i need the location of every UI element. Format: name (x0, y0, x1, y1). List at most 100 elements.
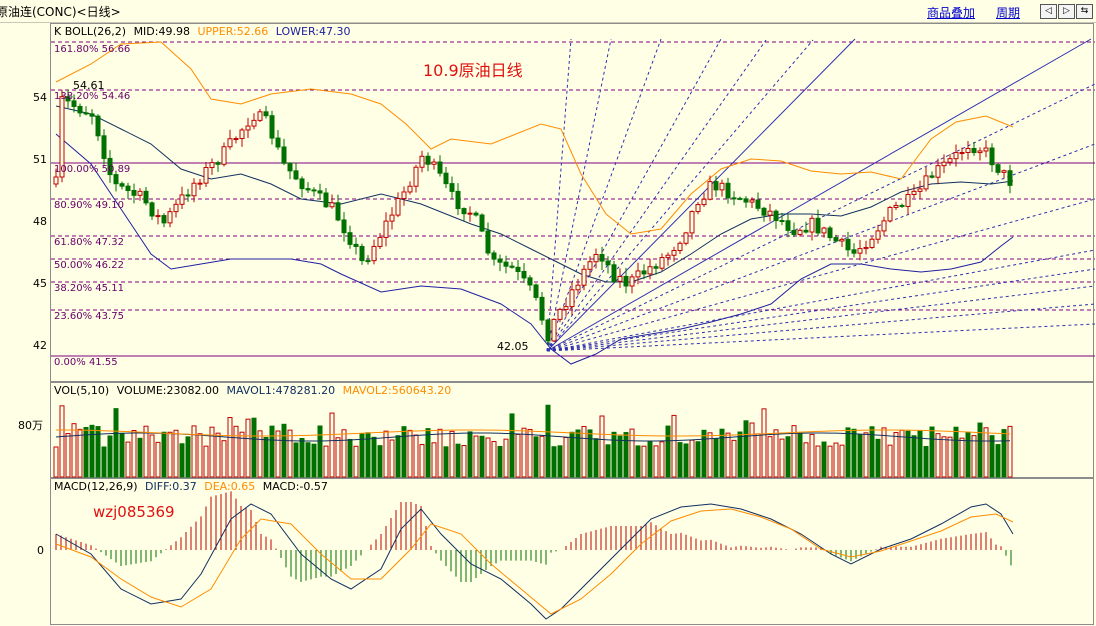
volume-bar (905, 430, 911, 478)
candle-body (491, 252, 497, 260)
volume-bar (161, 431, 167, 478)
volume-bar (995, 444, 1001, 478)
overlay-link[interactable]: 商品叠加 (927, 6, 976, 20)
volume-bar (797, 432, 803, 478)
candle-body (263, 111, 269, 117)
volume-bar (497, 445, 503, 478)
kline-panel[interactable]: K BOLL(26,2) MID:49.98 UPPER:52.66 LOWER… (50, 23, 1095, 382)
volume-bar (713, 438, 719, 478)
candle-body (161, 215, 167, 224)
candle-body (875, 230, 881, 240)
candle-body (227, 138, 233, 148)
volume-bar (515, 433, 521, 478)
candle-body (815, 217, 821, 234)
candle-body (749, 199, 755, 203)
volume-bar (233, 425, 239, 478)
candle-body (725, 182, 731, 199)
candle-body (215, 162, 221, 165)
candle-body (53, 176, 59, 185)
volume-bar (815, 445, 821, 478)
nav-expand-icon[interactable]: ⇆ (1076, 4, 1093, 19)
volume-bar (689, 439, 695, 478)
fan-line (546, 249, 1095, 352)
candle-body (299, 178, 305, 190)
volume-bar (203, 445, 209, 478)
candle-body (245, 125, 251, 131)
volume-bar (329, 412, 335, 478)
volume-bar (725, 432, 731, 478)
volume-bar (827, 445, 833, 478)
boll-mid-line (55, 105, 1014, 283)
candle-body (623, 275, 629, 287)
volume-bar (119, 432, 125, 478)
volume-bar (179, 443, 185, 478)
volume-bar (113, 408, 119, 478)
nav-right-icon[interactable]: ▷ (1058, 4, 1075, 19)
volume-bar (257, 430, 263, 478)
volume-bar (947, 436, 953, 478)
macd-panel[interactable]: MACD(12,26,9) DIFF:0.37 DEA:0.65 MACD:-0… (50, 478, 1094, 625)
candle-body (407, 185, 413, 193)
volume-bar (413, 434, 419, 478)
candle-body (515, 266, 521, 272)
period-link[interactable]: 周期 (996, 6, 1021, 20)
nav-left-icon[interactable]: ◁ (1040, 4, 1057, 19)
volume-bar (887, 444, 893, 478)
volume-bar (305, 442, 311, 478)
kline-header: K BOLL(26,2) MID:49.98 UPPER:52.66 LOWER… (54, 25, 354, 38)
candle-body (383, 220, 389, 238)
boll-lower-line (55, 133, 1014, 365)
title-bar: 原油连(CONC)<日线> 商品叠加 周期 ◁ ▷ ⇆ (0, 0, 1096, 23)
candle-body (287, 162, 293, 172)
fan-line (546, 38, 662, 352)
macd-header: MACD(12,26,9) DIFF:0.37 DEA:0.65 MACD:-0… (54, 480, 332, 493)
volume-bar (353, 445, 359, 478)
mavol2-value: MAVOL2:560643.20 (342, 384, 452, 397)
volume-bar (131, 430, 137, 478)
candle-body (371, 245, 377, 262)
volume-bar (581, 425, 587, 478)
candle-body (557, 308, 563, 320)
kline-chart (51, 38, 1095, 365)
candle-body (605, 260, 611, 266)
volume-bar (653, 445, 659, 478)
boll-mid-value: MID:49.98 (133, 25, 190, 38)
fib-label-161: 161.80% 56.66 (54, 44, 131, 55)
volume-bar (923, 446, 929, 478)
volume-bar (317, 425, 323, 478)
candle-body (251, 119, 257, 127)
candle-body (431, 161, 437, 165)
candle-body (869, 238, 875, 248)
fan-line (546, 303, 1095, 352)
candle-body (533, 284, 539, 298)
candle-body (113, 174, 119, 185)
candle-body (437, 161, 443, 174)
candle-body (827, 227, 833, 239)
candle-body (647, 266, 653, 275)
volume-bar (503, 438, 509, 478)
candle-body (395, 198, 401, 216)
y-tick-54: 54 (33, 91, 47, 104)
candle-body (737, 197, 743, 200)
volume-bar (767, 436, 773, 478)
volume-bar (785, 436, 791, 478)
candle-body (989, 147, 995, 166)
candle-body (797, 229, 803, 235)
candle-body (221, 146, 227, 165)
volume-bar (443, 446, 449, 478)
volume-bar (779, 438, 785, 478)
volume-bar (935, 433, 941, 478)
volume-bar (695, 441, 701, 478)
volume-bar (383, 430, 389, 478)
volume-panel[interactable]: VOL(5,10) VOLUME:23082.00 MAVOL1:478281.… (50, 382, 1094, 478)
volume-bar (509, 413, 515, 478)
volume-bar (539, 435, 545, 478)
volume-bar (677, 442, 683, 478)
candle-body (257, 111, 263, 121)
volume-bar (737, 431, 743, 478)
volume-bar (605, 444, 611, 478)
candle-body (947, 158, 953, 163)
volume-bar (395, 435, 401, 478)
candle-body (761, 207, 767, 216)
candle-body (803, 229, 809, 233)
